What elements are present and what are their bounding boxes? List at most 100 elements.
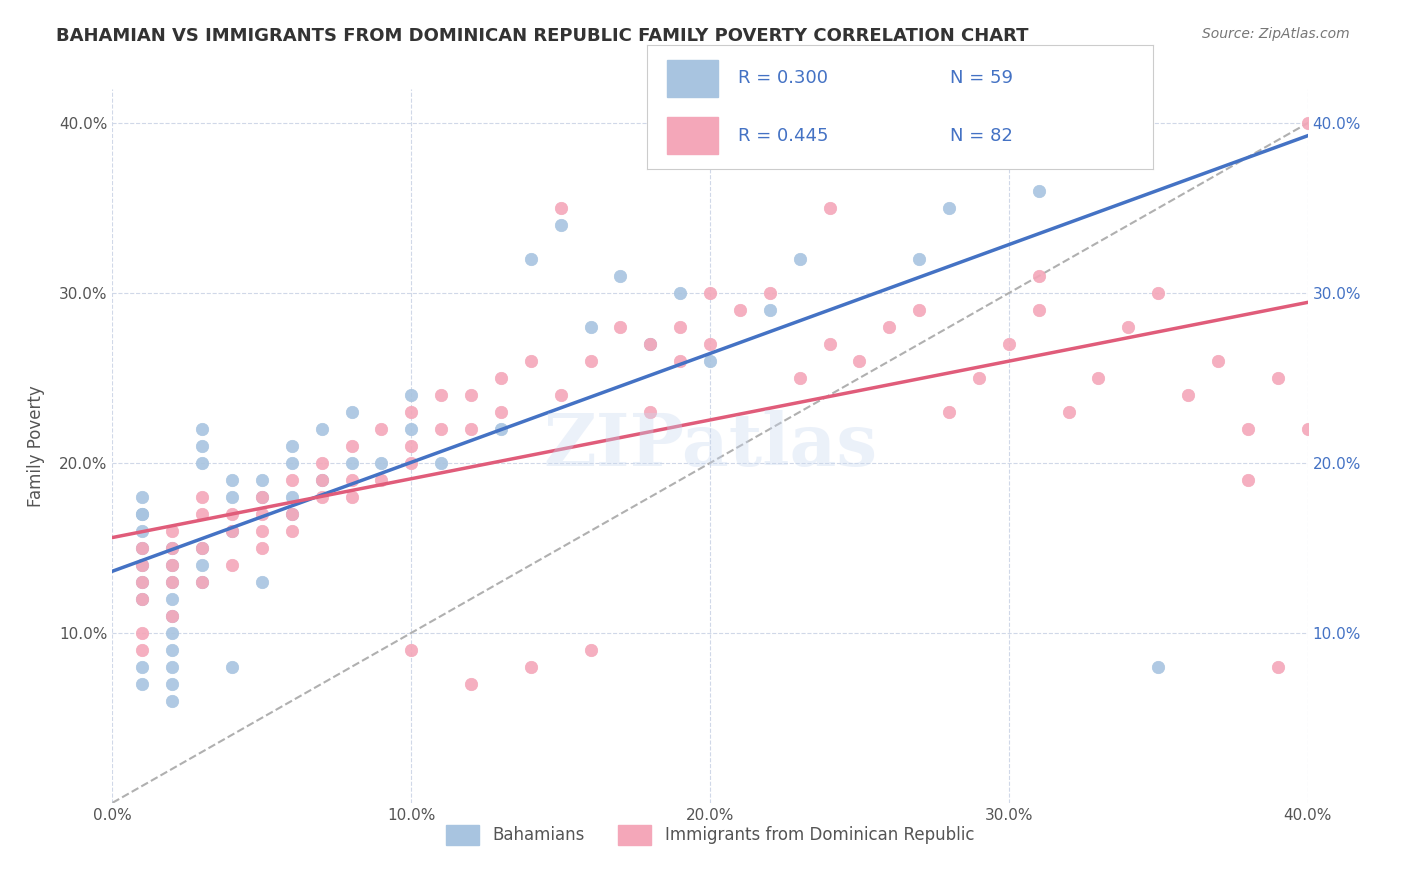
Point bbox=[340, 405, 363, 419]
Point bbox=[221, 507, 243, 521]
Point bbox=[370, 422, 392, 436]
Point bbox=[609, 320, 631, 334]
Point bbox=[401, 422, 423, 436]
Point bbox=[728, 303, 751, 318]
Point bbox=[879, 320, 901, 334]
Point bbox=[162, 524, 183, 538]
Point bbox=[311, 473, 333, 487]
Point bbox=[401, 456, 423, 470]
Point bbox=[191, 439, 214, 453]
Point bbox=[640, 337, 662, 351]
Point bbox=[669, 286, 692, 301]
Text: ZIPatlas: ZIPatlas bbox=[543, 410, 877, 482]
Point bbox=[550, 388, 572, 402]
Point bbox=[162, 626, 183, 640]
Point bbox=[221, 524, 243, 538]
Point bbox=[250, 507, 273, 521]
Point bbox=[489, 405, 512, 419]
Point bbox=[250, 473, 273, 487]
Point bbox=[1147, 660, 1170, 674]
Point bbox=[430, 456, 453, 470]
Y-axis label: Family Poverty: Family Poverty bbox=[27, 385, 45, 507]
FancyBboxPatch shape bbox=[666, 60, 717, 97]
Point bbox=[520, 660, 543, 674]
Point bbox=[162, 677, 183, 691]
Point bbox=[162, 608, 183, 623]
Point bbox=[162, 574, 183, 589]
Point bbox=[250, 541, 273, 555]
Point bbox=[759, 303, 782, 318]
Point bbox=[1206, 354, 1229, 368]
Point bbox=[162, 608, 183, 623]
Point bbox=[191, 422, 214, 436]
Point bbox=[281, 490, 304, 504]
Point bbox=[520, 252, 543, 266]
Point bbox=[311, 490, 333, 504]
Point bbox=[311, 422, 333, 436]
Point bbox=[1118, 320, 1140, 334]
Point bbox=[340, 456, 363, 470]
Text: Source: ZipAtlas.com: Source: ZipAtlas.com bbox=[1202, 27, 1350, 41]
Point bbox=[162, 541, 183, 555]
Point bbox=[191, 558, 214, 572]
Text: N = 59: N = 59 bbox=[950, 70, 1014, 87]
Point bbox=[789, 371, 811, 385]
Point bbox=[131, 626, 153, 640]
Point bbox=[131, 677, 153, 691]
Point bbox=[401, 643, 423, 657]
Point bbox=[191, 541, 214, 555]
Point bbox=[640, 405, 662, 419]
Point bbox=[340, 490, 363, 504]
Point bbox=[1237, 422, 1260, 436]
Point bbox=[131, 541, 153, 555]
Point bbox=[162, 574, 183, 589]
Legend: Bahamians, Immigrants from Dominican Republic: Bahamians, Immigrants from Dominican Rep… bbox=[439, 818, 981, 852]
Point bbox=[848, 354, 870, 368]
Point bbox=[1028, 184, 1050, 198]
Point bbox=[818, 201, 841, 215]
Point bbox=[250, 574, 273, 589]
Point bbox=[281, 456, 304, 470]
Point bbox=[669, 354, 692, 368]
Point bbox=[191, 574, 214, 589]
Point bbox=[699, 354, 721, 368]
Point bbox=[221, 558, 243, 572]
Text: N = 82: N = 82 bbox=[950, 127, 1014, 145]
Point bbox=[789, 252, 811, 266]
Point bbox=[191, 541, 214, 555]
Point bbox=[669, 320, 692, 334]
Point bbox=[1147, 286, 1170, 301]
Point bbox=[401, 388, 423, 402]
Point bbox=[1087, 371, 1109, 385]
Point bbox=[370, 473, 392, 487]
Point bbox=[401, 405, 423, 419]
Point bbox=[191, 456, 214, 470]
Point bbox=[191, 490, 214, 504]
Point bbox=[699, 337, 721, 351]
Point bbox=[131, 524, 153, 538]
Point bbox=[967, 371, 990, 385]
Point bbox=[938, 201, 960, 215]
Point bbox=[460, 388, 482, 402]
Point bbox=[818, 337, 841, 351]
Point bbox=[1267, 660, 1289, 674]
Point bbox=[162, 558, 183, 572]
Point bbox=[520, 354, 543, 368]
Point bbox=[550, 201, 572, 215]
Point bbox=[131, 541, 153, 555]
Point bbox=[340, 439, 363, 453]
Point bbox=[938, 405, 960, 419]
Point bbox=[579, 320, 602, 334]
Point bbox=[1296, 422, 1319, 436]
Point bbox=[131, 660, 153, 674]
Point bbox=[579, 354, 602, 368]
Point bbox=[131, 574, 153, 589]
Point bbox=[340, 473, 363, 487]
Point bbox=[281, 439, 304, 453]
Point bbox=[550, 218, 572, 232]
Point bbox=[221, 473, 243, 487]
Point bbox=[162, 694, 183, 708]
Point bbox=[281, 507, 304, 521]
Point bbox=[460, 422, 482, 436]
Point bbox=[250, 490, 273, 504]
